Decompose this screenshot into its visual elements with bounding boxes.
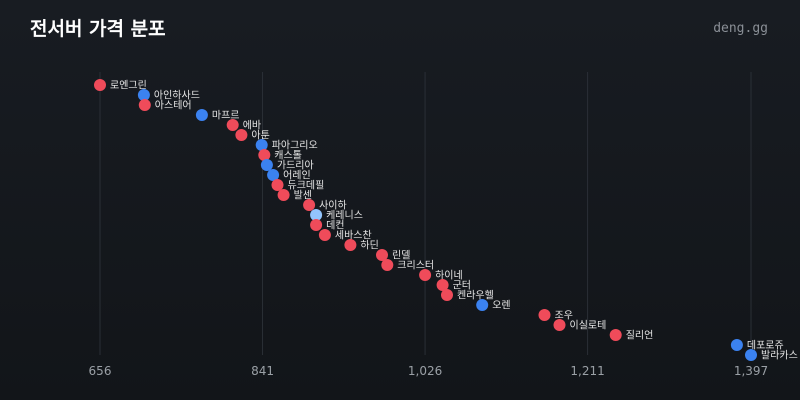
point-label: 캐스톨 xyxy=(274,150,302,162)
x-tick-label: 656 xyxy=(89,364,112,378)
data-point[interactable] xyxy=(344,239,357,251)
point-label: 아스테어 xyxy=(155,100,192,112)
data-point[interactable] xyxy=(226,119,239,131)
data-point[interactable] xyxy=(195,109,208,121)
data-point[interactable] xyxy=(436,279,449,291)
chart-title: 전서버 가격 분포 xyxy=(30,18,166,40)
point-label: 가드리아 xyxy=(277,160,314,172)
point-label: 군터 xyxy=(453,280,471,292)
point-label: 케레니스 xyxy=(326,210,363,222)
x-tick-label: 841 xyxy=(251,364,274,378)
point-label: 이실로테 xyxy=(570,320,607,332)
point-label: 듀크데필 xyxy=(288,180,325,192)
point-label: 린델 xyxy=(392,250,410,262)
point-label: 발센 xyxy=(294,190,312,202)
point-label: 크리스터 xyxy=(397,260,434,272)
data-point[interactable] xyxy=(138,99,151,111)
data-point[interactable] xyxy=(553,319,566,331)
data-point[interactable] xyxy=(310,209,323,221)
point-label: 파아그리오 xyxy=(272,140,318,152)
point-label: 오렌 xyxy=(492,300,510,312)
data-point[interactable] xyxy=(745,349,757,361)
data-point[interactable] xyxy=(476,299,489,311)
grid-lines xyxy=(99,72,752,355)
point-label: 사이하 xyxy=(319,199,347,212)
data-point[interactable] xyxy=(271,179,284,191)
data-point[interactable] xyxy=(267,169,280,181)
data-points: 로엔그린아인하사드아스테어마프르에바아툰파아그리오캐스톨가드리아어레인듀크데필발… xyxy=(94,79,798,362)
x-axis-ticks: 656 841 1,026 1,211 1,397 xyxy=(89,364,769,378)
data-point[interactable] xyxy=(303,199,316,211)
data-point[interactable] xyxy=(730,339,743,351)
data-point[interactable] xyxy=(260,159,273,171)
point-label: 로엔그린 xyxy=(110,80,147,92)
point-label: 마프르 xyxy=(212,110,240,122)
data-point[interactable] xyxy=(441,289,453,301)
brand-label: deng.gg xyxy=(713,21,768,36)
x-tick-label: 1,397 xyxy=(734,364,768,378)
point-label: 하딘 xyxy=(360,239,378,252)
data-point[interactable] xyxy=(277,189,290,201)
data-point[interactable] xyxy=(318,229,331,241)
data-point[interactable] xyxy=(310,219,323,231)
data-point[interactable] xyxy=(538,309,551,321)
point-label: 질리언 xyxy=(626,330,654,342)
data-point[interactable] xyxy=(235,129,248,141)
x-tick-label: 1,026 xyxy=(408,364,442,378)
point-label: 아툰 xyxy=(251,130,269,142)
point-label: 에바 xyxy=(243,120,261,132)
data-point[interactable] xyxy=(381,259,394,271)
point-label: 아인하사드 xyxy=(154,89,200,102)
point-label: 데포로쥬 xyxy=(747,340,784,352)
point-label: 발라카스 xyxy=(761,350,798,362)
data-point[interactable] xyxy=(137,89,150,101)
data-point[interactable] xyxy=(419,269,432,281)
point-label: 어레인 xyxy=(283,170,311,182)
point-label: 하이네 xyxy=(435,269,463,282)
data-point[interactable] xyxy=(94,79,106,91)
point-label: 켄라우헬 xyxy=(457,290,494,302)
point-label: 조우 xyxy=(555,310,573,322)
data-point[interactable] xyxy=(255,139,268,151)
x-tick-label: 1,211 xyxy=(570,364,604,378)
data-point[interactable] xyxy=(376,249,388,261)
data-point[interactable] xyxy=(609,329,622,341)
point-label: 데컨 xyxy=(326,220,344,232)
data-point[interactable] xyxy=(258,149,271,161)
point-label: 세바스찬 xyxy=(335,230,372,242)
